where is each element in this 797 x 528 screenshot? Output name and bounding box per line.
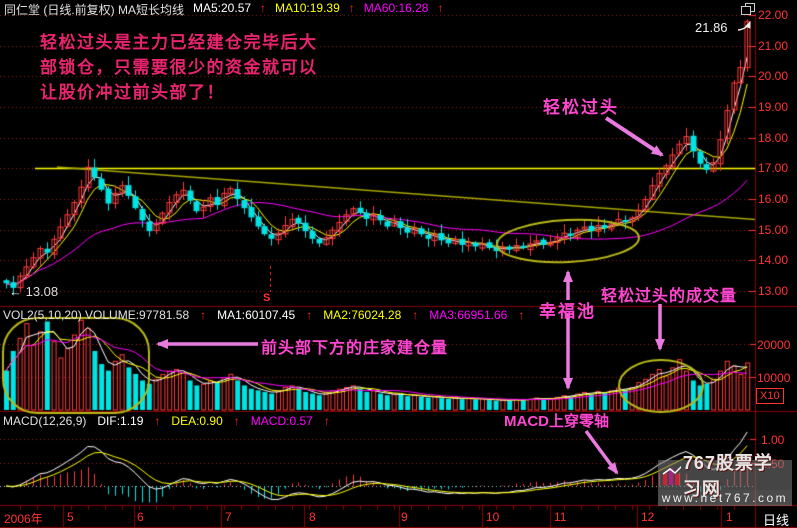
indicator-value: MA5:20.57: [193, 1, 252, 15]
time-axis-month-label: 9: [401, 510, 408, 524]
high-price-marker: 21.86: [695, 20, 728, 35]
low-price-marker: ← 13.08: [9, 284, 59, 299]
price-axis-label: 15.00: [758, 222, 789, 237]
time-axis-month-label: 10: [486, 510, 500, 524]
indicator-value: MA3:66951.66: [429, 308, 508, 322]
arrow-macd-cross: [584, 429, 619, 475]
paragraph-line-1: 轻松过头是主力已经建仓完毕后大: [40, 33, 318, 52]
header-ma-values: MA5:20.57 ↑ MA10:19.39 ↑ MA60:16.28 ↑: [193, 1, 443, 18]
paragraph-line-2: 部锁仓，只需要很少的资金就可以: [40, 58, 318, 77]
price-axis-label: 16.00: [758, 191, 789, 206]
price-axis-label: 21.00: [758, 38, 789, 53]
chart-header: 同仁堂 (日线.前复权) MA短长均线 MA5:20.57 ↑ MA10:19.39…: [4, 1, 443, 18]
watermark-site-row: 767股票学习网: [658, 453, 792, 499]
up-arrow-icon: ↑: [323, 414, 330, 428]
volume-axis-label: 10000: [757, 371, 791, 385]
macd-header: MACD(12,26,9) DIF:1.19 ↑ DEA:0.90 ↑ MACD:0.57…: [3, 414, 330, 428]
indicator-value: VOL2(5,10,20) VOLUME:97781.58: [3, 308, 190, 322]
indicator-value: MA60:16.28: [363, 1, 429, 15]
indicator-value: MA2:76024.28: [323, 308, 402, 322]
price-axis-label: 17.00: [758, 161, 789, 176]
volume-axis-label: 20000: [757, 338, 791, 352]
macd-axis-label: 1.00: [761, 433, 785, 447]
up-arrow-icon: ↑: [306, 308, 313, 322]
up-arrow-icon: ↑: [154, 414, 161, 428]
time-axis-year-label: 2006年: [4, 512, 43, 526]
annotation-macd-cross: MACD上穿零轴: [504, 413, 609, 430]
period-label[interactable]: 日线: [763, 513, 790, 528]
time-axis-month-label: 6: [137, 510, 144, 524]
up-arrow-icon: ↑: [518, 308, 525, 322]
up-arrow-icon: ↑: [348, 1, 355, 15]
up-arrow-icon: ↑: [200, 308, 207, 322]
up-arrow-icon: ↑: [233, 414, 240, 428]
time-axis-month-label: 8: [309, 510, 316, 524]
price-axis-label: 19.00: [758, 99, 789, 114]
up-arrow-icon: ↑: [437, 1, 444, 15]
time-axis-month-label: 7: [225, 510, 232, 524]
watermark-url: www.net767.com: [658, 490, 792, 506]
annotation-builder-volume: 前头部下方的庄家建仓量: [261, 340, 449, 357]
indicator-value: MA1:60107.45: [217, 308, 296, 322]
indicator-value: MACD:0.57: [250, 414, 313, 428]
arrow-high-marker: [737, 21, 751, 31]
watermark-logo-icon: [662, 466, 681, 485]
time-axis-month-label: 1: [726, 510, 733, 524]
watermark: 767股票学习网 www.net767.com: [658, 453, 792, 506]
annotation-paragraph: 轻松过头是主力已经建仓完毕后大 部锁仓，只需要很少的资金就可以 让股价冲过前头部…: [40, 30, 318, 105]
indicator-value: DIF:1.19: [97, 414, 144, 428]
time-axis-month-label: 12: [641, 510, 655, 524]
volume-header: VOL2(5,10,20) VOLUME:97781.58 ↑ MA1:60107.…: [3, 308, 524, 322]
time-axis-month-label: 5: [67, 510, 74, 524]
volume-multiplier-badge: X10: [756, 388, 784, 404]
indicator-value: MA10:19.39: [275, 1, 340, 15]
price-axis-label: 14.00: [758, 253, 789, 268]
arrow-easy-pass: [604, 116, 664, 157]
event-marker-s: S: [263, 292, 271, 304]
indicator-value: MACD(12,26,9): [3, 414, 87, 428]
up-arrow-icon: ↑: [412, 308, 419, 322]
time-axis-month-label: 11: [554, 510, 567, 524]
restore-window-icon[interactable]: [740, 2, 756, 16]
price-axis-label: 20.00: [758, 69, 789, 84]
annotation-happy-pool: 幸福池: [539, 302, 596, 321]
price-axis-label: 13.00: [758, 283, 789, 298]
up-arrow-icon: ↑: [260, 1, 267, 15]
price-axis-label: 22.00: [758, 8, 789, 22]
annotation-easy-pass: 轻松过头: [543, 98, 619, 117]
price-axis-label: 18.00: [758, 130, 789, 145]
annotation-easy-pass-volume: 轻松过头的成交量: [601, 288, 738, 305]
stock-title: 同仁堂 (日线.前复权) MA短长均线: [4, 3, 184, 17]
indicator-value: DEA:0.90: [171, 414, 223, 428]
paragraph-line-3: 让股价冲过前头部了！: [40, 83, 225, 102]
